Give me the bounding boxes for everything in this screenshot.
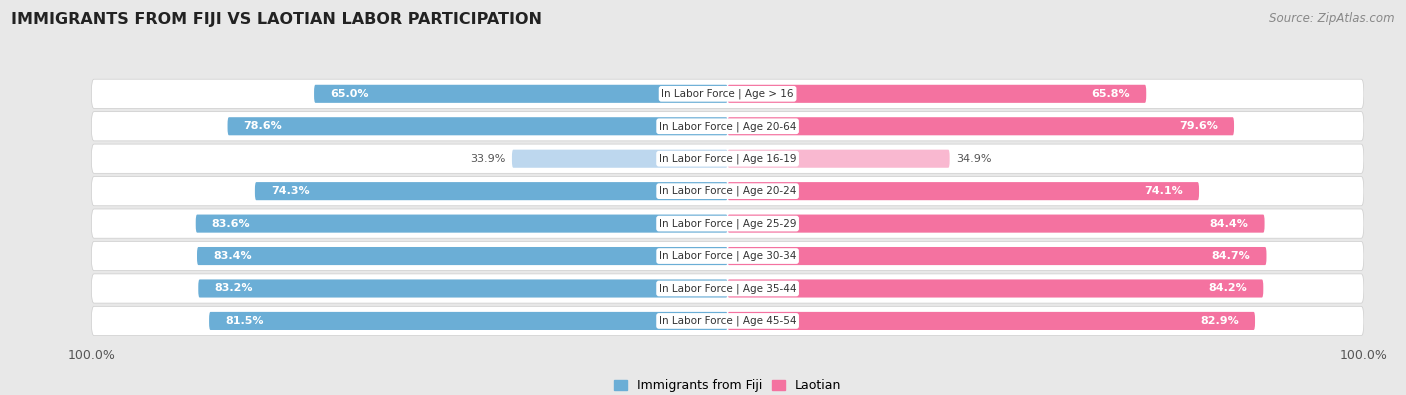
Text: 83.4%: 83.4%: [212, 251, 252, 261]
Text: 81.5%: 81.5%: [225, 316, 263, 326]
Text: 74.3%: 74.3%: [271, 186, 309, 196]
FancyBboxPatch shape: [198, 279, 728, 297]
FancyBboxPatch shape: [197, 247, 728, 265]
FancyBboxPatch shape: [91, 79, 1364, 108]
FancyBboxPatch shape: [254, 182, 728, 200]
Text: 79.6%: 79.6%: [1180, 121, 1218, 131]
FancyBboxPatch shape: [91, 177, 1364, 206]
FancyBboxPatch shape: [91, 144, 1364, 173]
Text: In Labor Force | Age 16-19: In Labor Force | Age 16-19: [659, 153, 796, 164]
FancyBboxPatch shape: [195, 214, 728, 233]
FancyBboxPatch shape: [228, 117, 728, 135]
Text: 33.9%: 33.9%: [470, 154, 506, 164]
Text: 83.2%: 83.2%: [214, 284, 253, 293]
FancyBboxPatch shape: [728, 182, 1199, 200]
Text: 65.8%: 65.8%: [1091, 89, 1130, 99]
FancyBboxPatch shape: [728, 279, 1264, 297]
Text: 84.7%: 84.7%: [1212, 251, 1250, 261]
Text: In Labor Force | Age 35-44: In Labor Force | Age 35-44: [659, 283, 796, 294]
FancyBboxPatch shape: [728, 150, 949, 168]
Text: In Labor Force | Age 30-34: In Labor Force | Age 30-34: [659, 251, 796, 261]
Text: In Labor Force | Age > 16: In Labor Force | Age > 16: [661, 88, 794, 99]
Text: IMMIGRANTS FROM FIJI VS LAOTIAN LABOR PARTICIPATION: IMMIGRANTS FROM FIJI VS LAOTIAN LABOR PA…: [11, 12, 543, 27]
FancyBboxPatch shape: [314, 85, 728, 103]
Text: 83.6%: 83.6%: [212, 218, 250, 229]
Text: 78.6%: 78.6%: [243, 121, 283, 131]
Text: 65.0%: 65.0%: [330, 89, 368, 99]
FancyBboxPatch shape: [728, 85, 1146, 103]
Text: 74.1%: 74.1%: [1144, 186, 1182, 196]
FancyBboxPatch shape: [728, 247, 1267, 265]
Text: 84.4%: 84.4%: [1209, 218, 1249, 229]
Text: 84.2%: 84.2%: [1209, 284, 1247, 293]
FancyBboxPatch shape: [91, 274, 1364, 303]
Text: In Labor Force | Age 45-54: In Labor Force | Age 45-54: [659, 316, 796, 326]
Text: Source: ZipAtlas.com: Source: ZipAtlas.com: [1270, 12, 1395, 25]
FancyBboxPatch shape: [512, 150, 728, 168]
FancyBboxPatch shape: [91, 307, 1364, 335]
FancyBboxPatch shape: [91, 209, 1364, 238]
Text: 82.9%: 82.9%: [1201, 316, 1239, 326]
FancyBboxPatch shape: [728, 214, 1264, 233]
FancyBboxPatch shape: [728, 312, 1256, 330]
FancyBboxPatch shape: [728, 117, 1234, 135]
Text: In Labor Force | Age 25-29: In Labor Force | Age 25-29: [659, 218, 796, 229]
Legend: Immigrants from Fiji, Laotian: Immigrants from Fiji, Laotian: [609, 374, 846, 395]
FancyBboxPatch shape: [91, 241, 1364, 271]
Text: 34.9%: 34.9%: [956, 154, 991, 164]
Text: In Labor Force | Age 20-24: In Labor Force | Age 20-24: [659, 186, 796, 196]
FancyBboxPatch shape: [91, 112, 1364, 141]
FancyBboxPatch shape: [209, 312, 728, 330]
Text: In Labor Force | Age 20-64: In Labor Force | Age 20-64: [659, 121, 796, 132]
